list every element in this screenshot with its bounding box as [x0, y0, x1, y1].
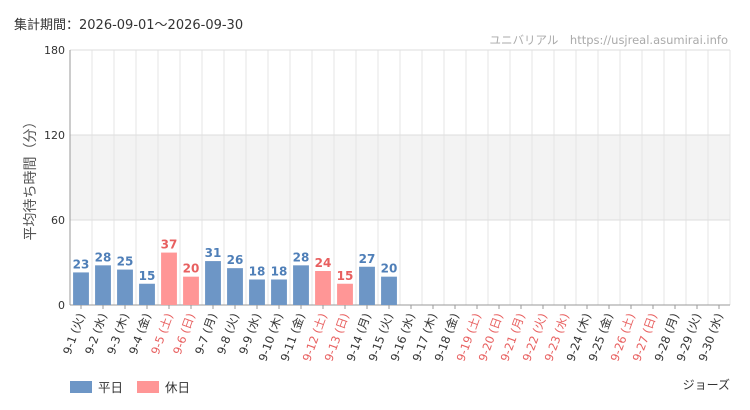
- bar: [227, 268, 243, 305]
- data-label: 26: [227, 253, 244, 267]
- data-label: 27: [359, 252, 376, 266]
- y-tick-label: 0: [58, 299, 65, 312]
- y-tick-label: 180: [44, 44, 65, 57]
- y-tick-label: 60: [51, 214, 65, 227]
- bar: [315, 271, 331, 305]
- bar: [161, 252, 177, 305]
- data-label: 20: [183, 262, 200, 276]
- data-label: 20: [381, 262, 398, 276]
- data-label: 31: [205, 246, 222, 260]
- legend-swatch-weekday: [70, 380, 92, 393]
- data-label: 23: [73, 257, 90, 271]
- bar: [73, 272, 89, 305]
- legend-label-weekday: 平日: [98, 380, 124, 395]
- bar: [95, 265, 111, 305]
- y-axis-title: 平均待ち時間（分）: [23, 115, 39, 241]
- data-label: 18: [271, 265, 288, 279]
- data-label: 24: [315, 256, 332, 270]
- bar: [381, 276, 397, 305]
- period-label: 集計期間：2026-09-01～2026-09-30: [14, 18, 244, 33]
- bar: [139, 283, 155, 305]
- y-tick-label: 120: [44, 129, 65, 142]
- bar: [205, 261, 221, 305]
- data-label: 18: [249, 265, 266, 279]
- chart-legend: 平日 休日: [70, 377, 204, 396]
- legend-label-holiday: 休日: [165, 380, 191, 395]
- bar: [359, 266, 375, 305]
- legend-item-weekday: 平日: [70, 377, 123, 396]
- bar: [249, 279, 265, 305]
- data-label: 28: [293, 250, 310, 264]
- bar: [117, 269, 133, 305]
- data-label: 37: [161, 238, 178, 252]
- bar: [337, 283, 353, 305]
- site-credit: ユニバリアル https://usjreal.asumirai.info: [489, 33, 728, 47]
- data-label: 28: [95, 250, 112, 264]
- bar: [293, 265, 309, 305]
- legend-item-holiday: 休日: [137, 377, 190, 396]
- attraction-name: ジョーズ: [682, 378, 730, 392]
- bar: [183, 276, 199, 305]
- data-label: 25: [117, 255, 134, 269]
- legend-swatch-holiday: [137, 380, 160, 393]
- data-label: 15: [337, 269, 354, 283]
- bar: [271, 279, 287, 305]
- data-label: 15: [139, 269, 156, 283]
